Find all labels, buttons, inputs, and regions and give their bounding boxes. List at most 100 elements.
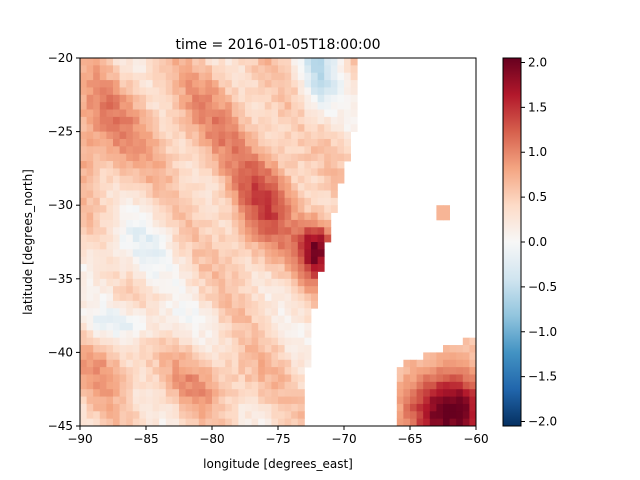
heatmap-cell (205, 190, 213, 199)
heatmap-cell (264, 411, 272, 420)
heatmap-cell (198, 102, 206, 110)
heatmap-cell (205, 58, 213, 66)
heatmap-cell (132, 109, 140, 118)
heatmap-cell (218, 234, 226, 243)
heatmap-cell (271, 138, 279, 147)
heatmap-cell (139, 212, 147, 221)
heatmap-cell (119, 219, 127, 228)
heatmap-cell (245, 153, 252, 162)
heatmap-cell (132, 411, 140, 420)
heatmap-cell (99, 80, 107, 88)
heatmap-cell (410, 359, 417, 368)
heatmap-cell (139, 102, 147, 110)
heatmap-cell (238, 249, 246, 258)
heatmap-cell (106, 197, 114, 206)
heatmap-cell (172, 116, 180, 125)
heatmap-cell (185, 322, 193, 331)
heatmap-cell (271, 65, 279, 74)
heatmap-cell (258, 102, 266, 110)
heatmap-cell (403, 411, 411, 420)
heatmap-cell (172, 183, 180, 191)
heatmap-cell (80, 124, 87, 132)
heatmap-cell (179, 124, 186, 132)
heatmap-cell (205, 80, 213, 88)
heatmap-cell (205, 183, 213, 191)
heatmap-cell (93, 197, 101, 206)
heatmap-cell (264, 138, 272, 147)
heatmap-cell (225, 153, 233, 162)
heatmap-cell (80, 72, 87, 81)
heatmap-cell (443, 418, 450, 427)
heatmap-cell (225, 161, 233, 169)
heatmap-cell (179, 153, 186, 162)
heatmap-cell (231, 87, 239, 96)
heatmap-cell (245, 396, 252, 405)
heatmap-cell (258, 58, 266, 66)
heatmap-cell (218, 396, 226, 405)
heatmap-cell (469, 359, 477, 368)
heatmap-cell (212, 308, 219, 316)
heatmap-cell (212, 161, 219, 169)
heatmap-cell (205, 138, 213, 147)
heatmap-cell (271, 249, 279, 258)
colorbar-tick-label: 0.0 (528, 235, 547, 249)
heatmap-cell (317, 58, 325, 66)
heatmap-cell (99, 271, 107, 280)
heatmap-cell (225, 197, 233, 206)
heatmap-cell (284, 234, 292, 243)
heatmap-cell (238, 212, 246, 221)
heatmap-cell (251, 396, 259, 405)
heatmap-cell (271, 300, 279, 309)
heatmap-cell (284, 197, 292, 206)
heatmap-cell (172, 396, 180, 405)
heatmap-cell (304, 256, 312, 265)
heatmap-cell (106, 183, 114, 191)
heatmap-cell (106, 58, 114, 66)
heatmap-cell (205, 352, 213, 361)
heatmap-cell (86, 102, 94, 110)
heatmap-cell (251, 175, 259, 184)
heatmap-cell (212, 389, 219, 397)
heatmap-cell (403, 381, 411, 390)
heatmap-cell (297, 124, 305, 132)
heatmap-cell (218, 219, 226, 228)
heatmap-cell (86, 293, 94, 302)
heatmap-cell (106, 286, 114, 294)
heatmap-cell (106, 116, 114, 125)
heatmap-cell (205, 94, 213, 103)
heatmap-cell (159, 153, 167, 162)
heatmap-cell (218, 175, 226, 184)
heatmap-cell (344, 80, 351, 88)
heatmap-cell (304, 249, 312, 258)
heatmap-cell (86, 87, 94, 96)
heatmap-cell (311, 109, 318, 118)
heatmap-cell (192, 345, 200, 353)
heatmap-cell (99, 359, 107, 368)
heatmap-cell (165, 116, 173, 125)
heatmap-cell (245, 234, 252, 243)
heatmap-cell (317, 153, 325, 162)
heatmap-cell (179, 278, 186, 287)
heatmap-cell (159, 411, 167, 420)
heatmap-cell (225, 337, 233, 346)
heatmap-cell (278, 396, 285, 405)
heatmap-cell (231, 227, 239, 236)
heatmap-cell (238, 205, 246, 213)
heatmap-cell (264, 418, 272, 427)
heatmap-cell (198, 234, 206, 243)
heatmap-cell (146, 315, 153, 324)
heatmap-cell (297, 65, 305, 74)
heatmap-cell (245, 367, 252, 375)
heatmap-cell (139, 330, 147, 339)
heatmap-cell (245, 345, 252, 353)
heatmap-cell (99, 116, 107, 125)
heatmap-cell (258, 124, 266, 132)
heatmap-cell (416, 411, 424, 420)
heatmap-cell (245, 219, 252, 228)
heatmap-cell (403, 418, 411, 427)
heatmap-cell (159, 389, 167, 397)
heatmap-cell (258, 138, 266, 147)
heatmap-cell (350, 72, 358, 81)
heatmap-cell (106, 131, 114, 140)
heatmap-cell (192, 418, 200, 427)
